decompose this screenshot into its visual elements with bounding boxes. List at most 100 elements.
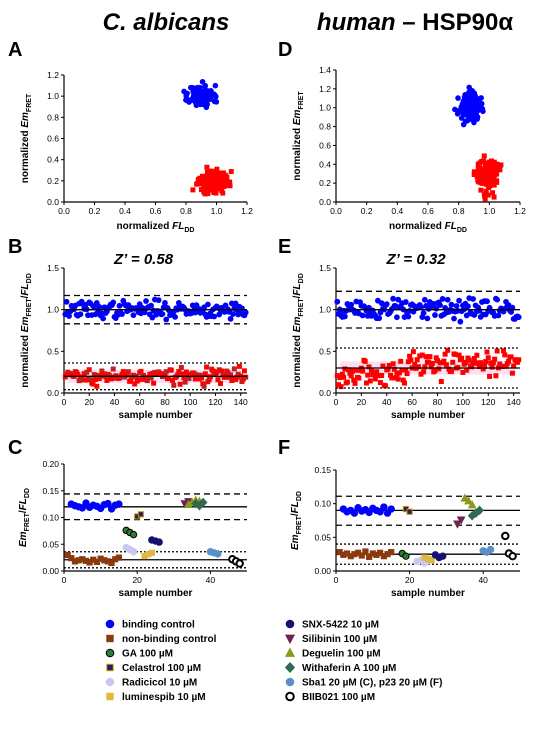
y-tick-label: 0.5 — [319, 346, 331, 356]
data-point — [199, 78, 206, 85]
x-axis-label: sample number — [119, 410, 193, 421]
header-right: human – HSP90α — [317, 9, 513, 36]
data-point — [428, 557, 435, 564]
y-axis-label: EmFRET/FLDD — [290, 491, 303, 550]
data-point — [476, 307, 483, 314]
data-point — [193, 94, 199, 101]
data-point — [63, 298, 70, 305]
data-point — [356, 375, 362, 381]
y-axis-label-fl: FL — [20, 283, 31, 295]
z-prime-label: Z’ = 0.58 — [113, 251, 174, 268]
legend-marker — [284, 647, 296, 657]
y-axis-label-em: Em — [292, 317, 303, 333]
data-point — [143, 298, 149, 304]
data-point — [214, 369, 220, 375]
y-tick-label: 1.2 — [47, 70, 59, 80]
y-axis-label: EmFRET/FLDD — [18, 488, 31, 547]
data-point — [207, 187, 213, 193]
x-tick-label: 0.6 — [150, 206, 162, 216]
data-point — [100, 315, 107, 322]
data-point — [387, 505, 395, 513]
x-axis-label-fl: FL — [172, 221, 184, 232]
data-point — [390, 295, 397, 302]
compound-series — [398, 549, 410, 560]
data-point — [402, 299, 409, 305]
x-tick-label: 100 — [183, 397, 197, 407]
y-axis-label-sub2: DD — [296, 491, 303, 501]
y-tick-label: 0.15 — [314, 465, 331, 475]
data-point — [148, 302, 154, 309]
y-tick-label: 0.15 — [42, 486, 59, 496]
data-point — [453, 303, 460, 309]
data-point — [491, 194, 497, 200]
data-point — [470, 296, 476, 302]
data-point — [141, 309, 148, 316]
data-point — [377, 549, 384, 556]
x-tick-label: 1.0 — [211, 206, 223, 216]
data-point — [119, 311, 125, 318]
data-point — [410, 349, 416, 355]
legend-item: binding control — [105, 620, 195, 631]
data-point — [505, 302, 512, 308]
y-axis-label-slash: / — [292, 295, 303, 298]
data-point — [478, 95, 484, 101]
data-point — [464, 367, 470, 373]
data-point — [350, 509, 359, 517]
data-point — [479, 106, 486, 112]
x-tick-label: 40 — [478, 575, 488, 585]
data-point — [383, 301, 390, 308]
y-axis-label-sub: FRET — [296, 515, 303, 534]
compound-series — [148, 536, 163, 546]
panel-c: 0 20 40 0.00 0.05 0.10 0.15 0.20 sample number Em… — [18, 459, 247, 599]
data-point — [367, 378, 373, 384]
data-point — [334, 298, 341, 305]
compound-series — [421, 554, 435, 564]
data-point — [438, 379, 444, 385]
data-point — [501, 348, 507, 354]
data-point — [348, 373, 354, 379]
data-point — [209, 173, 215, 179]
data-point — [211, 177, 217, 183]
data-point — [242, 309, 249, 316]
data-point — [201, 383, 207, 389]
x-axis-label-sub: DD — [184, 227, 194, 234]
y-tick-label: 0.00 — [314, 566, 331, 576]
data-point — [495, 312, 502, 319]
y-axis-label-em: Em — [20, 317, 31, 333]
x-axis-label-main: normalized — [117, 221, 173, 232]
data-point — [516, 357, 522, 363]
y-axis-label: normalized EmFRET/FLDD — [20, 273, 33, 388]
x-tick-label: 0.6 — [422, 206, 434, 216]
legend-marker — [285, 691, 295, 702]
x-axis-label-fl: FL — [445, 221, 457, 232]
legend-item: non-binding control — [106, 634, 217, 645]
data-point — [427, 354, 433, 360]
data-point — [125, 369, 131, 375]
data-point — [474, 173, 480, 179]
panel-letter-f: F — [278, 437, 290, 459]
compound-series — [453, 516, 466, 529]
data-point — [228, 169, 234, 175]
x-tick-label: 0.8 — [453, 206, 465, 216]
data-point — [115, 554, 123, 561]
data-point — [442, 351, 448, 357]
data-point — [483, 359, 489, 365]
data-point — [481, 153, 487, 159]
y-tick-label: 1.0 — [319, 103, 331, 113]
legend-marker — [106, 663, 114, 672]
x-tick-label: 0.0 — [58, 206, 70, 216]
data-point — [137, 511, 144, 518]
data-point — [429, 360, 435, 366]
legend-marker — [105, 677, 115, 687]
x-tick-label: 20 — [405, 575, 415, 585]
compound-series — [64, 551, 123, 567]
legend-item: Silibinin 100 µM — [284, 634, 377, 645]
y-tick-label: 0.8 — [47, 112, 59, 122]
data-point — [394, 314, 400, 321]
data-point — [182, 379, 188, 385]
data-point — [227, 315, 234, 322]
y-axis-label-em: Em — [292, 109, 303, 125]
data-point — [485, 355, 491, 361]
data-point — [129, 548, 138, 556]
data-point — [184, 97, 191, 104]
